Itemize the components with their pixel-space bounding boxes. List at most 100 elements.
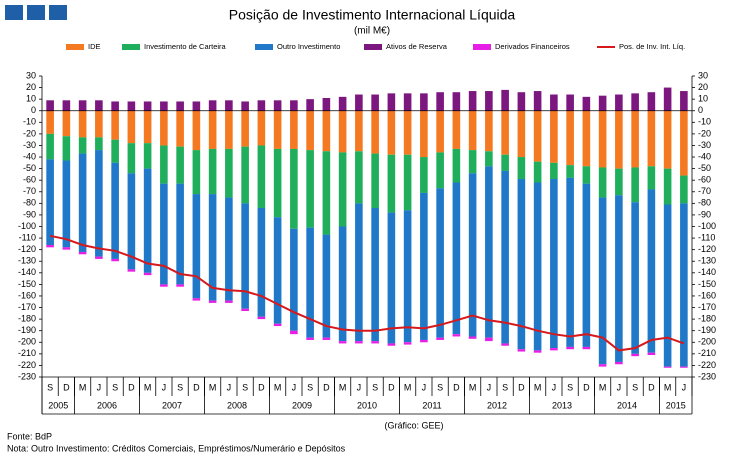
bar-segment	[143, 143, 152, 169]
y2-tick-label: -50	[698, 163, 711, 173]
legend-swatch	[122, 44, 140, 50]
bar-segment	[257, 316, 266, 320]
bar-segment	[338, 152, 347, 227]
bar-segment	[355, 341, 363, 344]
year-label: 2013	[552, 400, 572, 410]
y-tick-label: -130	[18, 256, 36, 266]
y2-tick-label: -130	[698, 256, 716, 266]
y2-tick-label: -80	[698, 198, 711, 208]
chart-subtitle: (mil M€)	[354, 26, 390, 37]
bar-segment	[517, 110, 526, 158]
x-tick-label: M	[79, 382, 87, 392]
x-tick-label: S	[112, 382, 118, 392]
bar-segment	[95, 100, 103, 111]
x-tick-label: M	[534, 382, 542, 392]
bar-segment	[62, 247, 71, 250]
bar-segment	[143, 168, 152, 273]
bar-segment	[78, 100, 87, 111]
bar-segment	[387, 154, 396, 213]
bar-segment	[420, 192, 428, 340]
bar-segment	[436, 92, 444, 111]
y-tick-label: -40	[23, 151, 36, 161]
bar-segment	[403, 93, 412, 111]
x-tick-label: D	[128, 382, 135, 392]
x-tick-label: S	[502, 382, 508, 392]
bar-segment	[290, 110, 298, 149]
x-tick-label: D	[193, 382, 200, 392]
bar-segment	[680, 91, 688, 111]
bar-segment	[517, 349, 526, 352]
x-tick-label: D	[453, 382, 460, 392]
bar-segment	[615, 195, 623, 362]
x-tick-label: M	[664, 382, 672, 392]
bar-segment	[208, 100, 217, 111]
bar-segment	[176, 101, 184, 111]
bar-segment	[468, 91, 477, 111]
bar-segment	[517, 179, 526, 350]
bar-segment	[78, 251, 87, 255]
bar-segment	[95, 137, 103, 151]
bar-segment	[306, 227, 314, 338]
legend-label: IDE	[88, 42, 101, 51]
bar-segment	[322, 151, 331, 235]
bar-segment	[533, 91, 542, 111]
year-label: 2009	[292, 400, 312, 410]
x-tick-label: D	[518, 382, 525, 392]
bar-segment	[160, 101, 168, 111]
bar-segment	[338, 341, 347, 344]
bar-segment	[111, 258, 119, 262]
bar-segment	[615, 168, 623, 196]
bar-segment	[598, 364, 607, 367]
bar-segment	[127, 101, 136, 111]
bar-segment	[663, 204, 672, 367]
y-tick-label: -80	[23, 198, 36, 208]
bar-segment	[387, 110, 396, 155]
bar-segment	[160, 183, 168, 285]
bar-segment	[420, 110, 428, 158]
bar-segment	[46, 245, 54, 248]
bar-segment	[533, 350, 542, 353]
bar-segment	[631, 353, 639, 357]
y-tick-label: -160	[18, 290, 36, 300]
bar-segment	[680, 110, 688, 176]
y2-tick-label: -90	[698, 209, 711, 219]
bar-segment	[647, 189, 656, 353]
bar-segment	[485, 151, 493, 167]
bar-segment	[257, 207, 266, 317]
bar-segment	[143, 272, 152, 276]
year-label: 2006	[97, 400, 117, 410]
bar-segment	[192, 101, 201, 111]
x-tick-label: J	[552, 382, 557, 392]
year-label: 2008	[227, 400, 247, 410]
bar-segment	[208, 110, 217, 149]
bar-segment	[468, 336, 477, 339]
bar-segment	[566, 110, 574, 166]
y-tick-label: -90	[23, 209, 36, 219]
bar-segment	[420, 157, 428, 193]
bar-segment	[485, 166, 493, 338]
bar-segment	[225, 148, 233, 198]
y-tick-label: -60	[23, 175, 36, 185]
bar-segment	[338, 96, 347, 111]
bar-segment	[225, 110, 233, 149]
x-tick-label: J	[97, 382, 102, 392]
y2-tick-label: -70	[698, 186, 711, 196]
y-tick-label: -10	[23, 117, 36, 127]
x-tick-label: D	[258, 382, 265, 392]
x-tick-label: J	[357, 382, 362, 392]
year-label: 2010	[357, 400, 377, 410]
bar-segment	[501, 343, 509, 346]
bar-segment	[647, 352, 656, 356]
bar-segment	[273, 217, 282, 324]
x-tick-label: D	[583, 382, 590, 392]
y-tick-label: 10	[26, 94, 36, 104]
bar-segment	[95, 256, 103, 259]
bar-segment	[355, 151, 363, 204]
bar-segment	[550, 94, 558, 111]
bar-segment	[582, 110, 591, 167]
bar-segment	[598, 197, 607, 365]
bar-segment	[403, 154, 412, 211]
bar-segment	[192, 298, 201, 301]
bar-segment	[306, 99, 314, 111]
x-tick-label: M	[339, 382, 347, 392]
